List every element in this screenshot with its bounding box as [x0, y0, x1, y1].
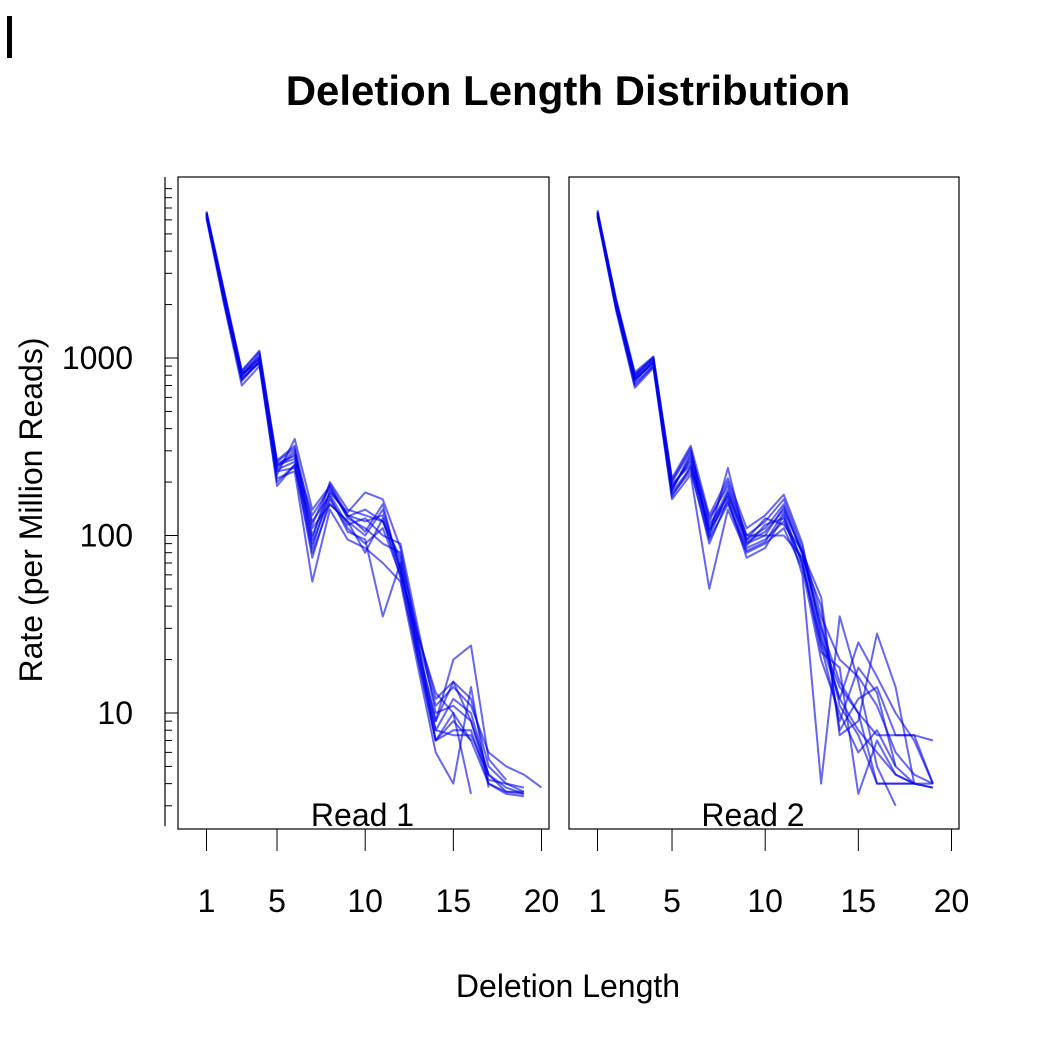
- series-line: [205, 218, 525, 798]
- series-line: [596, 215, 897, 807]
- y-tick-label: 1000: [62, 340, 133, 376]
- series-line: [596, 216, 897, 767]
- series-line: [596, 212, 916, 784]
- x-tick-label: 10: [347, 883, 383, 919]
- series-line: [596, 215, 915, 785]
- corner-mark: [7, 16, 12, 58]
- x-tick-label: 15: [841, 883, 877, 919]
- panel-frame: [568, 176, 960, 830]
- series-line: [205, 214, 524, 793]
- series-line: [596, 217, 915, 785]
- y-tick-label: 10: [97, 695, 133, 731]
- panel-1: Read 11 5 10 15 20: [177, 176, 560, 919]
- x-tick-label: 10: [747, 883, 783, 919]
- y-axis-label: Rate (per Million Reads): [13, 337, 49, 682]
- x-tick-label: 1: [589, 883, 607, 919]
- x-tick-label: 1: [198, 883, 216, 919]
- panel-label: Read 1: [311, 797, 414, 833]
- x-tick-label: 20: [524, 883, 560, 919]
- series-line: [205, 213, 525, 795]
- series-line: [596, 212, 933, 785]
- series-line: [205, 215, 525, 795]
- series-line: [596, 214, 934, 795]
- series-line: [205, 214, 525, 793]
- panel-label: Read 2: [701, 797, 804, 833]
- y-tick-label: 100: [80, 518, 133, 554]
- series-line: [205, 216, 472, 795]
- chart-title: Deletion Length Distribution: [286, 67, 851, 114]
- series-line: [205, 215, 490, 775]
- series-line: [205, 212, 472, 742]
- series-line: [205, 211, 525, 789]
- panel-2: Read 21 5 10 15 20: [568, 176, 970, 919]
- panel-frame: [177, 176, 550, 830]
- series-line: [596, 213, 934, 742]
- series-line: [596, 211, 934, 784]
- series-line: [596, 212, 934, 784]
- series-line: [596, 209, 934, 785]
- series-line: [205, 217, 490, 788]
- x-axis-label: Deletion Length: [456, 968, 680, 1004]
- x-tick-label: 5: [268, 883, 286, 919]
- x-tick-label: 15: [436, 883, 472, 919]
- x-tick-label: 20: [934, 883, 970, 919]
- x-tick-label: 5: [663, 883, 681, 919]
- series-line: [205, 212, 543, 789]
